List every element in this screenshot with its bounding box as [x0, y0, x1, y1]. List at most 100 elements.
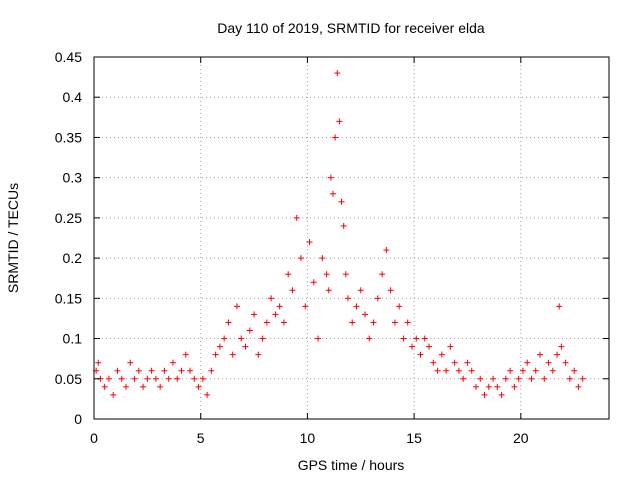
- data-point: [330, 190, 337, 197]
- data-point: [233, 303, 240, 310]
- data-point: [315, 335, 322, 342]
- data-point: [327, 174, 334, 181]
- data-point: [152, 375, 159, 382]
- data-point: [293, 214, 300, 221]
- data-point: [498, 391, 505, 398]
- y-tick-label: 0.4: [63, 89, 83, 105]
- data-point: [434, 367, 441, 374]
- data-point: [338, 198, 345, 205]
- data-point: [485, 383, 492, 390]
- data-point: [349, 319, 356, 326]
- data-point: [400, 335, 407, 342]
- data-point: [105, 375, 112, 382]
- data-point: [182, 351, 189, 358]
- data-point: [558, 343, 565, 350]
- data-point: [447, 343, 454, 350]
- data-point: [229, 351, 236, 358]
- data-point: [537, 351, 544, 358]
- data-points: [93, 70, 586, 398]
- data-point: [297, 255, 304, 262]
- data-point: [310, 279, 317, 286]
- data-point: [396, 303, 403, 310]
- data-point: [556, 303, 563, 310]
- data-point: [494, 383, 501, 390]
- data-point: [528, 375, 535, 382]
- data-point: [545, 359, 552, 366]
- data-point: [191, 375, 198, 382]
- data-point: [178, 367, 185, 374]
- data-point: [95, 359, 102, 366]
- data-point: [417, 351, 424, 358]
- y-tick-label: 0.25: [55, 210, 82, 226]
- data-point: [455, 367, 462, 374]
- data-point: [334, 70, 341, 77]
- data-point: [255, 351, 262, 358]
- data-point: [280, 319, 287, 326]
- data-point: [263, 319, 270, 326]
- data-point: [404, 319, 411, 326]
- data-point: [161, 367, 168, 374]
- data-point: [374, 295, 381, 302]
- data-point: [268, 295, 275, 302]
- data-point: [199, 375, 206, 382]
- data-point: [276, 303, 283, 310]
- y-tick-label: 0.35: [55, 129, 82, 145]
- data-point: [131, 375, 138, 382]
- data-point: [101, 383, 108, 390]
- data-point: [165, 375, 172, 382]
- data-point: [302, 303, 309, 310]
- data-point: [157, 383, 164, 390]
- data-point: [332, 134, 339, 141]
- data-point: [451, 359, 458, 366]
- y-tick-label: 0: [74, 411, 82, 427]
- data-point: [195, 383, 202, 390]
- data-point: [362, 311, 369, 318]
- data-point: [336, 118, 343, 125]
- y-tick-label: 0.2: [63, 250, 83, 266]
- data-point: [541, 375, 548, 382]
- data-point: [340, 222, 347, 229]
- data-point: [174, 375, 181, 382]
- data-point: [426, 343, 433, 350]
- data-point: [366, 335, 373, 342]
- x-tick-label: 20: [513, 430, 529, 446]
- data-point: [554, 351, 561, 358]
- data-point: [123, 383, 130, 390]
- data-point: [242, 343, 249, 350]
- data-point: [477, 375, 484, 382]
- data-point: [464, 359, 471, 366]
- data-point: [238, 335, 245, 342]
- axis-ticks: [93, 56, 609, 420]
- data-point: [387, 287, 394, 294]
- data-point: [391, 319, 398, 326]
- data-point: [566, 375, 573, 382]
- x-tick-label: 0: [90, 430, 98, 446]
- data-point: [502, 375, 509, 382]
- data-point: [323, 271, 330, 278]
- data-point: [127, 359, 134, 366]
- data-point: [319, 255, 326, 262]
- data-point: [468, 367, 475, 374]
- data-point: [549, 367, 556, 374]
- data-point: [144, 375, 151, 382]
- data-point: [481, 391, 488, 398]
- y-tick-label: 0.1: [63, 331, 83, 347]
- x-tick-label: 10: [300, 430, 316, 446]
- data-point: [212, 351, 219, 358]
- data-point: [472, 383, 479, 390]
- data-point: [135, 367, 142, 374]
- data-point: [579, 375, 586, 382]
- y-tick-label: 0.05: [55, 371, 82, 387]
- data-point: [306, 239, 313, 246]
- data-point: [421, 335, 428, 342]
- data-point: [148, 367, 155, 374]
- data-point: [118, 375, 125, 382]
- y-tick-labels: 0 0.05 0.1 0.15 0.2 0.25 0.3 0.35 0.4 0.45: [55, 49, 82, 427]
- data-point: [187, 367, 194, 374]
- data-point: [571, 367, 578, 374]
- data-point: [344, 295, 351, 302]
- data-point: [507, 367, 514, 374]
- data-point: [460, 375, 467, 382]
- data-point: [408, 343, 415, 350]
